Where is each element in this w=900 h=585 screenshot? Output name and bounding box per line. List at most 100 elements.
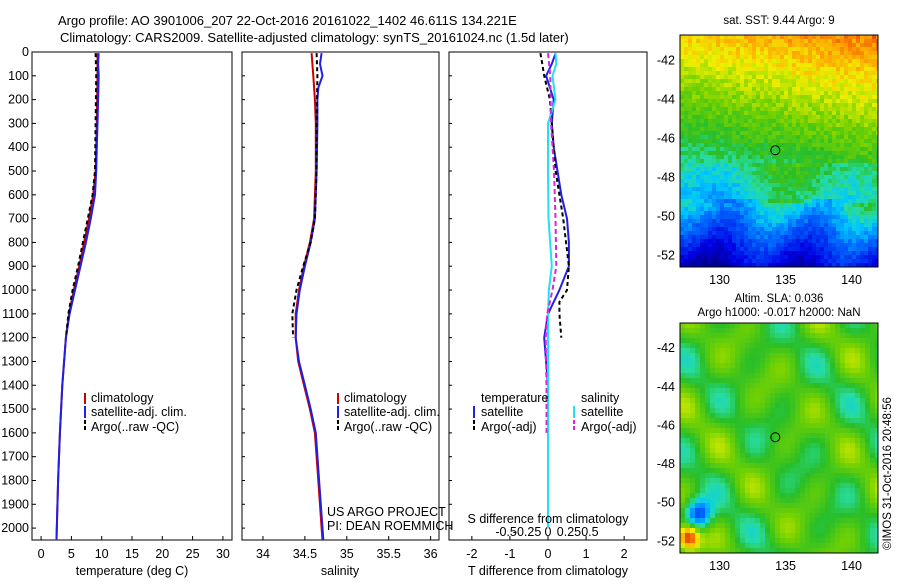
sst-cell [732,107,737,112]
sla-cell [865,418,871,424]
sla-cell [680,343,686,349]
sst-cell [740,119,745,124]
sst-cell [808,199,813,204]
sst-cell [696,143,701,148]
sla-cell [730,333,736,339]
sst-cell [788,259,793,264]
sst-cell [692,87,697,92]
sst-cell [784,159,789,164]
sst-cell [692,235,697,240]
sla-cell [860,518,866,524]
sla-cell [775,538,781,544]
sla-cell [765,468,771,474]
sst-cell [768,103,773,108]
sla-cell [685,533,691,539]
sst-cell [740,63,745,68]
sst-cell [688,107,693,112]
sla-cell [705,493,711,499]
sst-cell [760,119,765,124]
sst-cell [780,43,785,48]
sst-cell [836,95,841,100]
sst-cell [860,111,865,116]
sla-cell [860,458,866,464]
sst-cell [736,191,741,196]
sst-cell [824,171,829,176]
sla-cell [870,528,876,534]
sst-cell [868,175,873,180]
sla-cell [700,443,706,449]
sla-cell [705,503,711,509]
sla-cell [760,358,766,364]
sla-cell [845,328,851,334]
sst-cell [696,211,701,216]
sla-cell [775,413,781,419]
sst-cell [848,155,853,160]
sla-cell [850,523,856,529]
sla-cell [695,488,701,494]
sst-cell [780,191,785,196]
sst-cell [820,251,825,256]
sla-cell [765,398,771,404]
sst-cell [704,199,709,204]
sst-cell [848,239,853,244]
sst-cell [828,235,833,240]
sst-cell [756,159,761,164]
sla-cell [680,493,686,499]
sst-cell [704,155,709,160]
sla-cell [760,418,766,424]
sst-cell [864,79,869,84]
sst-cell [708,35,713,40]
sst-cell [684,151,689,156]
sst-cell [836,67,841,72]
profile-series [55,52,570,540]
sst-cell [724,195,729,200]
sst-cell [796,191,801,196]
sst-cell [876,63,878,68]
sst-cell [808,223,813,228]
sla-cell [725,358,731,364]
sst-cell [804,159,809,164]
sst-cell [800,75,805,80]
sst-cell [732,63,737,68]
sla-cell [810,528,816,534]
sst-cell [792,151,797,156]
sst-cell [724,171,729,176]
sst-cell [864,111,869,116]
sla-cell [690,428,696,434]
sla-cell [715,373,721,379]
sla-cell [805,413,811,419]
sst-cell [708,171,713,176]
sla-cell [820,438,826,444]
sst-cell [692,119,697,124]
sla-cell [760,428,766,434]
sst-cell [700,87,705,92]
sla-cell [705,328,711,334]
sst-cell [848,91,853,96]
sst-cell [696,207,701,212]
sst-cell [860,151,865,156]
sla-cell [730,543,736,549]
sst-cell [760,83,765,88]
sst-cell [872,163,877,168]
sst-cell [708,167,713,172]
map-y-tick-label: -50 [657,496,675,510]
sla-cell [730,393,736,399]
sla-cell [715,523,721,529]
sst-cell [704,43,709,48]
sst-cell [820,39,825,44]
sla-cell [835,503,841,509]
sst-cell [756,171,761,176]
sst-cell [720,99,725,104]
sla-cell [680,523,686,529]
sla-cell [695,358,701,364]
sst-cell [680,211,685,216]
sst-cell [800,263,805,267]
sla-cell [775,548,781,553]
sst-cell [724,211,729,216]
sst-cell [836,167,841,172]
sla-cell [795,378,801,384]
sla-cell [715,428,721,434]
sst-cell [712,95,717,100]
sst-cell [744,71,749,76]
sst-cell [844,215,849,220]
